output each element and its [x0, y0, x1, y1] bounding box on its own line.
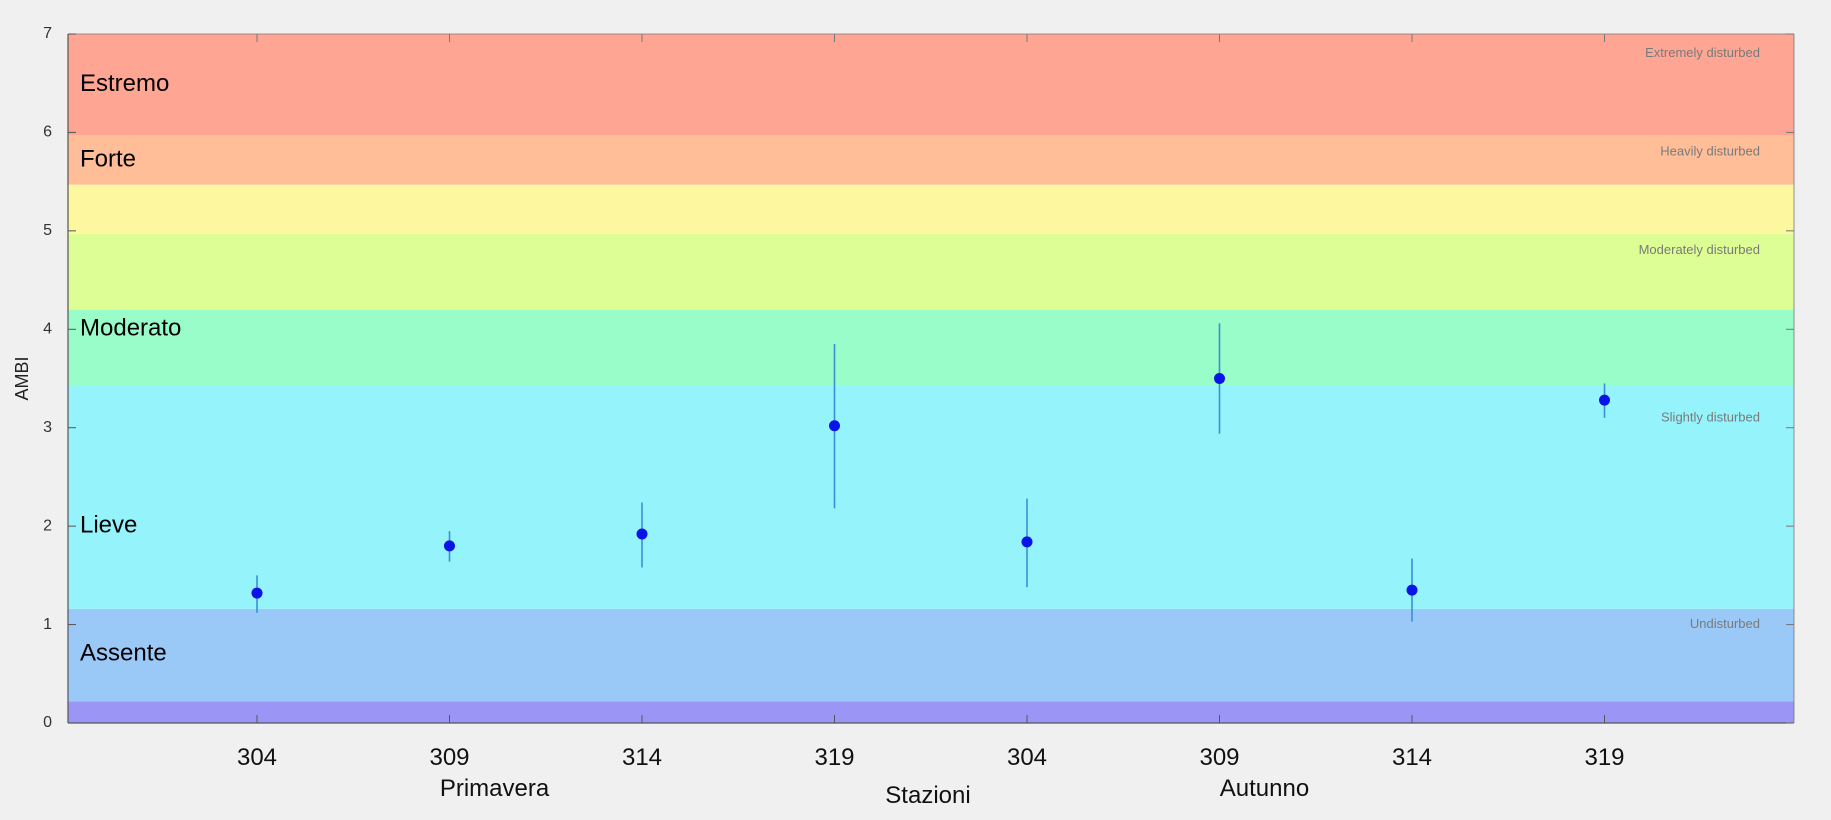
y-tick-label: 4 — [43, 321, 52, 338]
x-tick-label: 309 — [429, 744, 469, 771]
data-point — [636, 528, 648, 540]
band-3 — [68, 309, 1794, 386]
y-axis-label: AMBI — [12, 356, 32, 400]
x-tick-label: 319 — [1584, 744, 1624, 771]
band-4 — [68, 233, 1794, 310]
data-point — [1406, 584, 1418, 596]
band-7 — [68, 34, 1794, 136]
y-tick-label: 1 — [43, 616, 52, 633]
band-en-label: Extremely disturbed — [1645, 45, 1760, 60]
data-point — [251, 587, 263, 599]
data-point — [829, 420, 840, 432]
band-en-label: Heavily disturbed — [1660, 144, 1760, 159]
band-label: Moderato — [80, 315, 181, 342]
band-2 — [68, 385, 1794, 609]
x-tick-label: 314 — [1392, 744, 1432, 771]
band-label: Assente — [80, 639, 167, 666]
band-en-label: Slightly disturbed — [1661, 409, 1760, 424]
group-label: Primavera — [440, 775, 550, 802]
band-6 — [68, 135, 1794, 185]
band-en-label: Undisturbed — [1690, 616, 1760, 631]
y-tick-label: 2 — [43, 517, 52, 534]
band-1 — [68, 608, 1794, 702]
y-tick-label: 6 — [43, 124, 52, 141]
band-en-label: Moderately disturbed — [1639, 242, 1760, 257]
y-tick-label: 0 — [43, 714, 52, 731]
band-label: Forte — [80, 145, 136, 172]
data-point — [444, 540, 455, 552]
group-label: Autunno — [1220, 775, 1309, 802]
y-tick-label: 5 — [43, 222, 52, 239]
x-axis-label: Stazioni — [885, 782, 970, 809]
data-point — [1021, 536, 1033, 548]
band-label: Estremo — [80, 70, 169, 97]
band-5 — [68, 184, 1794, 234]
data-point — [1214, 373, 1225, 384]
x-tick-label: 319 — [814, 744, 854, 771]
band-label: Lieve — [80, 511, 137, 538]
y-tick-label: 7 — [43, 25, 52, 42]
x-tick-label: 304 — [1007, 744, 1047, 771]
x-tick-label: 309 — [1199, 744, 1239, 771]
band-0 — [68, 701, 1794, 723]
data-point — [1599, 394, 1610, 406]
y-tick-label: 3 — [43, 419, 52, 436]
x-tick-label: 304 — [237, 744, 277, 771]
x-tick-label: 314 — [622, 744, 662, 771]
